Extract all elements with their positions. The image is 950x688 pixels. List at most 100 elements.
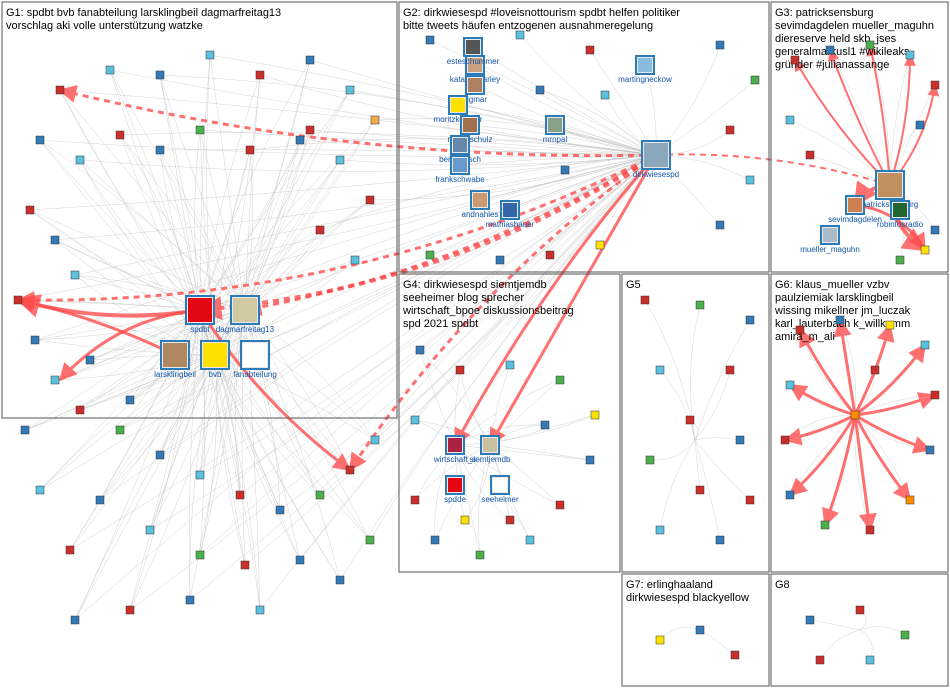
node [781,436,789,444]
node [366,536,374,544]
panel-label-G8: G8 [775,579,790,591]
node [726,366,734,374]
hub-label: martingneckow [618,75,672,84]
avatar-icon [468,78,482,92]
node [371,436,379,444]
avatar-icon [548,118,562,132]
node [791,56,799,64]
node [416,346,424,354]
node [236,491,244,499]
hub-label: mathiashauer [486,220,535,229]
node [506,361,514,369]
avatar-icon [473,193,487,207]
edge [70,355,215,550]
edge [656,45,720,155]
node [316,226,324,234]
node [921,341,929,349]
node [896,256,904,264]
node [431,536,439,544]
node [586,456,594,464]
panel-label-G1: G1: spdbt bvb fanabteilung larsklingbeil… [6,7,281,32]
hub-label: esteschummer [447,57,500,66]
edge [650,440,695,460]
avatar-icon [188,298,212,322]
edge [245,60,310,310]
avatar-icon [453,138,467,152]
node [931,226,939,234]
edge [110,70,200,310]
node [731,651,739,659]
red-edge [855,415,930,450]
hub-label: fanabteilung [233,370,277,379]
node [146,526,154,534]
hub-label: dirkwiesespd [633,170,679,179]
node [696,626,704,634]
node [66,546,74,554]
avatar-icon [463,118,477,132]
hub-label: andnahles [462,210,499,219]
node [366,196,374,204]
avatar-icon [644,143,668,167]
hub-label: frankschwabe [435,175,485,184]
edge [660,627,700,640]
node [36,136,44,144]
edge [860,630,872,660]
edge [455,370,460,445]
node [696,486,704,494]
edge [120,135,245,310]
node [931,81,939,89]
node [541,421,549,429]
edge [215,355,370,540]
node [736,436,744,444]
edge [120,135,200,310]
node [686,416,694,424]
panel-label-G4: G4: dirkwiesespd siemtjemdbseeheimer blo… [402,279,574,330]
node [411,416,419,424]
red-edge [825,415,855,525]
node [746,316,754,324]
avatar-icon [243,343,267,367]
node [371,116,379,124]
avatar-icon [163,343,187,367]
node [796,326,804,334]
node [656,366,664,374]
avatar-icon [448,438,462,452]
edge [695,370,730,440]
edge [160,75,656,155]
node [31,336,39,344]
edge [40,310,200,490]
node [916,121,924,129]
node [476,551,484,559]
node [156,451,164,459]
node [241,561,249,569]
edge [700,630,735,655]
node [86,356,94,364]
node [591,411,599,419]
node [696,301,704,309]
edge [110,70,656,155]
node [71,616,79,624]
node [426,251,434,259]
node [786,116,794,124]
node [871,366,879,374]
avatar-icon [466,40,480,54]
node [536,86,544,94]
edge [200,55,210,310]
node [886,321,894,329]
edge [215,60,310,355]
edge [200,90,350,310]
node [196,471,204,479]
edge [160,75,200,310]
edge [695,320,750,440]
edge [475,85,656,155]
node [921,246,929,254]
panel-label-G7: G7: erlinghaalanddirkwiesespd blackyello… [626,579,749,604]
avatar-icon [448,478,462,492]
node [646,456,654,464]
node [826,46,834,54]
avatar-icon [848,198,862,212]
node [26,206,34,214]
node [806,151,814,159]
hub-label: sevimdagdelen [828,215,882,224]
avatar-icon [878,173,902,197]
